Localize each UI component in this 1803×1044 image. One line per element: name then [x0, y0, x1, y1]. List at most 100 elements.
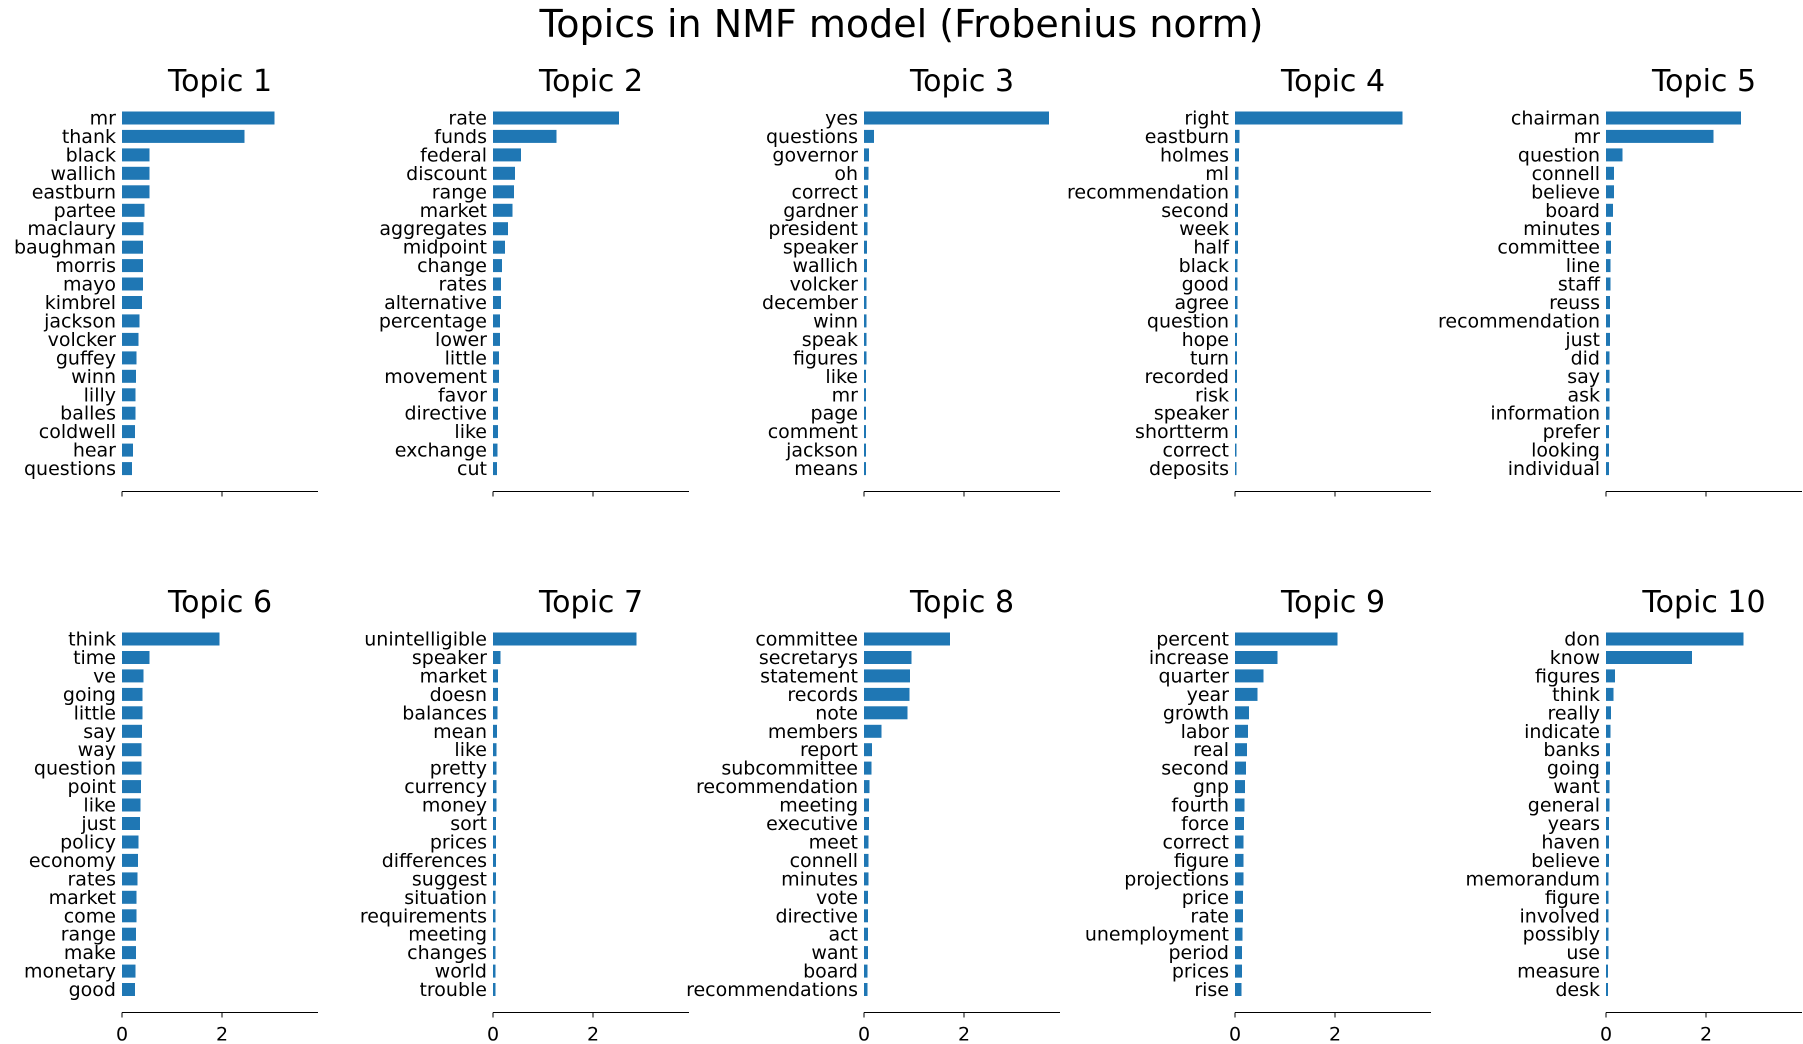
topic-4-label-correct: correct	[1162, 440, 1229, 462]
topic-9-label-gnp: gnp	[1193, 776, 1229, 798]
topic-1-label-hear: hear	[73, 440, 116, 462]
topic-10-bar-years	[1606, 817, 1609, 830]
topic-10-label-want: want	[1553, 776, 1600, 798]
topic-10-xtick-label-0: 0	[1600, 1024, 1612, 1044]
topic-3-label-speaker: speaker	[783, 237, 858, 259]
topic-10-title: Topic 10	[1641, 585, 1765, 620]
topic-7-xtick-label-0: 0	[487, 1024, 499, 1044]
topic-6-label-good: good	[69, 979, 116, 1001]
topic-10-label-use: use	[1566, 942, 1600, 964]
topic-2-label-federal: federal	[420, 144, 487, 166]
topic-6-label-question: question	[34, 758, 116, 780]
topic-5-bar-minutes	[1606, 222, 1611, 236]
topic-10-label-really: really	[1547, 702, 1600, 724]
topic-4-bar-recorded	[1235, 369, 1237, 383]
topic-2-label-rates: rates	[439, 274, 488, 296]
topic-8-bar-minutes	[864, 872, 869, 886]
topic-3-bar-jackson	[864, 443, 866, 457]
topic-7-bar-like	[493, 743, 497, 757]
topic-8-label-members: members	[768, 721, 858, 743]
topic-7-label-prices: prices	[430, 832, 487, 854]
topic-9-bar-price	[1235, 890, 1243, 904]
topic-1-label-guffey: guffey	[56, 347, 116, 369]
topic-7-label-requirements: requirements	[360, 905, 487, 927]
topic-9-label-growth: growth	[1163, 702, 1229, 724]
topic-7-bar-money	[493, 798, 497, 812]
topic-10-label-don: don	[1564, 629, 1600, 651]
topic-1-bar-volcker	[122, 332, 139, 346]
topic-4-label-agree: agree	[1175, 292, 1229, 314]
topic-10-label-general: general	[1528, 795, 1600, 817]
topic-1-label-partee: partee	[54, 200, 116, 222]
topic-4-label-question: question	[1147, 310, 1229, 332]
topic-7-bar-meeting	[493, 927, 496, 941]
topic-9-label-rise: rise	[1194, 979, 1229, 1001]
topic-3-label-oh: oh	[834, 163, 858, 185]
topic-8-label-meet: meet	[809, 832, 858, 854]
topic-7-label-differences: differences	[382, 850, 487, 872]
topic-5-label-board: board	[1545, 200, 1600, 222]
topic-6-bar-point	[122, 780, 141, 794]
topic-6-label-say: say	[83, 721, 116, 743]
topic-2-label-alternative: alternative	[384, 292, 487, 314]
topic-10-bar-desk	[1606, 983, 1608, 996]
topic-5-label-say: say	[1567, 366, 1600, 388]
topic-3-bar-means	[864, 462, 866, 476]
topic-2-bar-percentage	[493, 314, 500, 328]
topic-2-bar-lower	[493, 332, 500, 346]
topic-4-label-recorded: recorded	[1145, 366, 1229, 388]
topic-1-bar-jackson	[122, 314, 140, 328]
topic-5-label-recommendation: recommendation	[1438, 310, 1600, 332]
topic-4-bar-question	[1235, 314, 1238, 328]
topic-6-bar-policy	[122, 835, 139, 849]
topic-5-label-connell: connell	[1532, 163, 1600, 185]
topic-3-label-questions: questions	[766, 126, 858, 148]
topic-9-bar-rise	[1235, 983, 1242, 996]
topic-1-label-eastburn: eastburn	[32, 181, 116, 203]
topic-7-bar-prices	[493, 835, 496, 849]
topic-7-label-sort: sort	[450, 813, 487, 835]
topic-10-label-measure: measure	[1517, 961, 1600, 983]
topic-3-title: Topic 3	[909, 64, 1014, 99]
topic-4-bar-recommendation	[1235, 185, 1239, 199]
topic-1-label-black: black	[66, 144, 116, 166]
topic-2-label-cut: cut	[457, 458, 487, 480]
topic-8-bar-members	[864, 724, 882, 738]
topic-9-bar-rate	[1235, 909, 1243, 923]
topic-2-label-funds: funds	[434, 126, 487, 148]
topic-7-label-unintelligible: unintelligible	[364, 629, 487, 651]
topic-3-bar-december	[864, 296, 867, 309]
topic-10-bar-figure	[1606, 890, 1609, 904]
topic-8-label-secretarys: secretarys	[759, 647, 858, 669]
topic-6-label-market: market	[49, 887, 116, 909]
topic-5-label-mr: mr	[1574, 126, 1601, 148]
topic-10-bar-involved	[1606, 909, 1609, 923]
topic-4-bar-hope	[1235, 332, 1237, 346]
topic-4-label-holmes: holmes	[1160, 144, 1229, 166]
topic-8-bar-subcommittee	[864, 761, 872, 775]
topic-7-bar-sort	[493, 817, 496, 830]
topic-10-label-haven: haven	[1541, 832, 1600, 854]
topic-5-bar-chairman	[1606, 111, 1741, 125]
topic-1-bar-winn	[122, 369, 136, 383]
topic-7-bar-requirements	[493, 909, 496, 923]
topic-1-label-kimbrel: kimbrel	[45, 292, 116, 314]
topic-6-bar-think	[122, 632, 220, 646]
topic-2-label-market: market	[420, 200, 487, 222]
topic-3-bar-gardner	[864, 203, 868, 217]
topic-4-label-second: second	[1161, 200, 1229, 222]
topic-9-label-year: year	[1187, 684, 1230, 706]
topic-2-label-movement: movement	[384, 366, 487, 388]
topic-5-label-just: just	[1564, 329, 1600, 351]
topic-5-title: Topic 5	[1651, 64, 1756, 99]
topic-5-bar-staff	[1606, 277, 1611, 291]
topic-10-bar-use	[1606, 946, 1609, 960]
topic-5-label-believe: believe	[1531, 181, 1600, 203]
topic-9-bar-second	[1235, 761, 1246, 775]
topic-5-label-individual: individual	[1508, 458, 1600, 480]
topic-9-label-price: price	[1182, 887, 1229, 909]
topic-8-bar-connell	[864, 853, 869, 867]
topic-2-label-range: range	[432, 181, 487, 203]
topic-6-bar-like	[122, 798, 141, 812]
topic-6-bar-say	[122, 724, 142, 738]
